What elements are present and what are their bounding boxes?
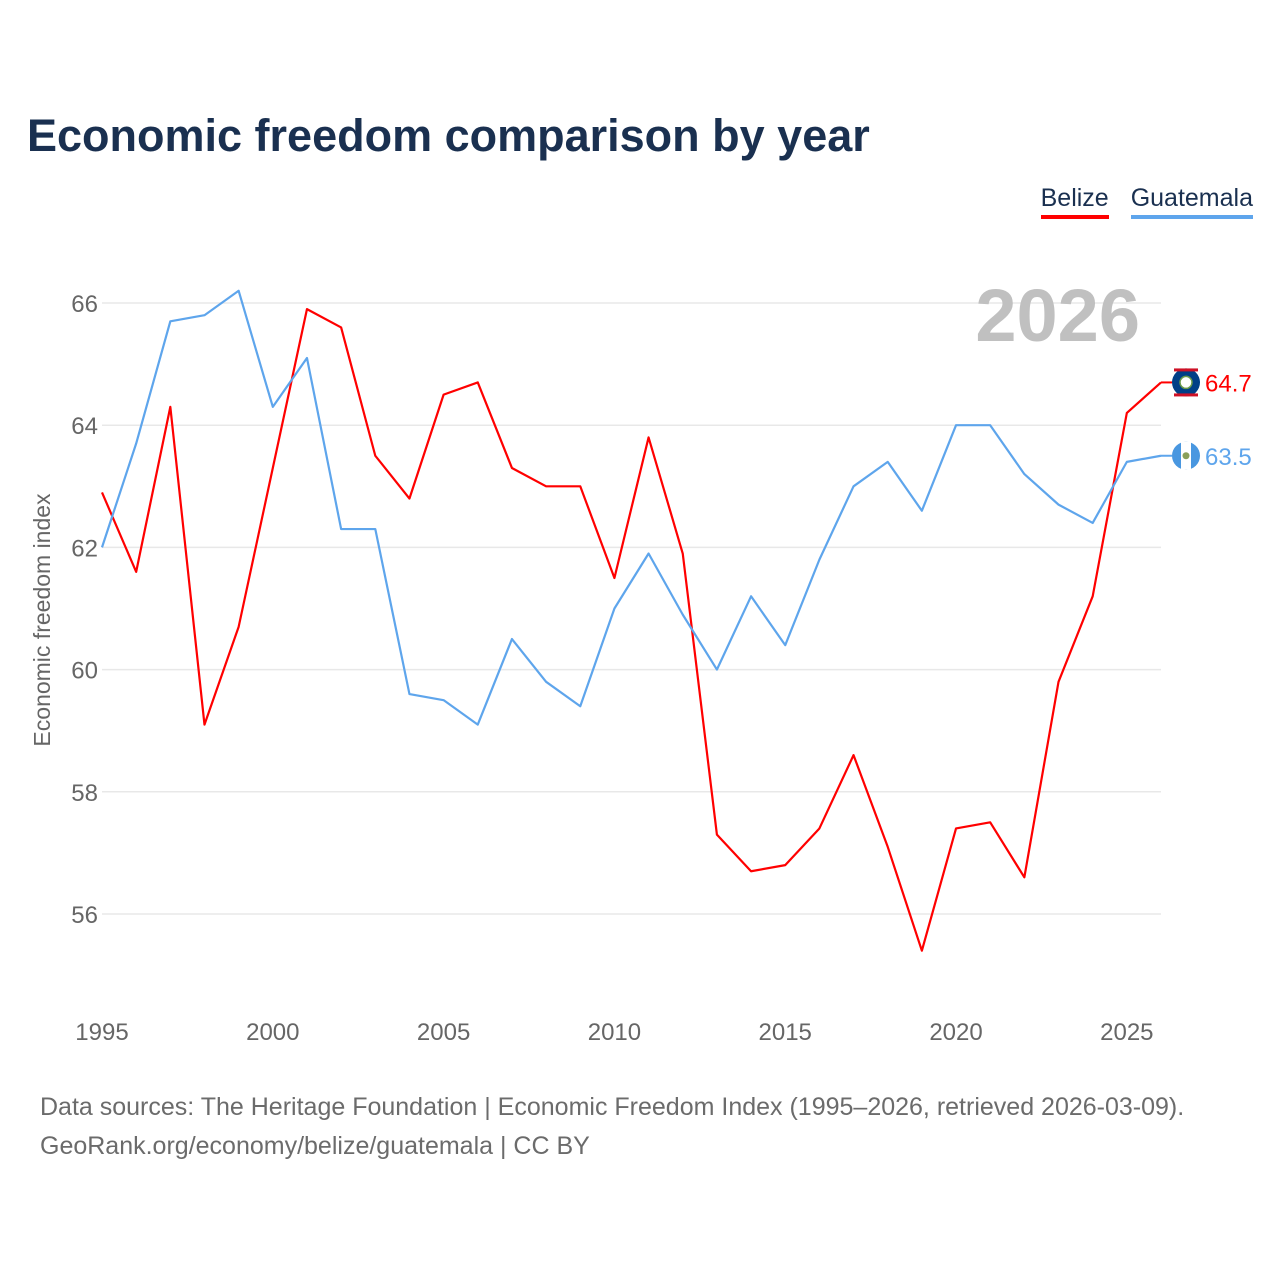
x-tick-label: 1995 [75, 1019, 128, 1046]
y-tick-label: 60 [71, 658, 98, 685]
y-tick-label: 62 [71, 535, 98, 562]
x-tick-label: 2015 [759, 1019, 812, 1046]
guatemala-flag-emblem [1182, 452, 1190, 460]
legend-item-guatemala[interactable]: Guatemala [1130, 184, 1253, 219]
y-tick-label: 56 [71, 902, 98, 929]
y-tick-label: 66 [71, 291, 98, 318]
y-tick-label: 58 [71, 780, 98, 807]
source-line-1: Data sources: The Heritage Foundation | … [40, 1093, 1185, 1121]
belize-flag-stripe [1174, 368, 1198, 372]
belize-flag-emblem [1179, 375, 1193, 390]
y-tick-label: 64 [71, 413, 98, 440]
chart-title: Economic freedom comparison by year [27, 110, 870, 161]
x-tick-label: 2010 [588, 1019, 641, 1046]
line-guatemala [100, 289, 1162, 726]
x-tick-label: 2020 [929, 1019, 982, 1046]
end-value-label: 64.7 [1205, 370, 1252, 397]
source-note: Data sources: The Heritage Foundation | … [40, 1088, 1184, 1166]
legend: Belize Guatemala [1040, 184, 1253, 219]
legend-item-belize[interactable]: Belize [1040, 184, 1109, 219]
end-value-label: 63.5 [1205, 444, 1252, 471]
x-tick-label: 2025 [1100, 1019, 1153, 1046]
source-line-2: GeoRank.org/economy/belize/guatemala | C… [40, 1132, 590, 1160]
line-belize [100, 308, 1162, 952]
year-watermark: 2026 [975, 274, 1140, 357]
y-axis-label: Economic freedom index [29, 493, 55, 747]
x-tick-label: 2005 [417, 1019, 470, 1046]
x-tick-label: 2000 [246, 1019, 299, 1046]
belize-flag-stripe [1174, 393, 1198, 397]
